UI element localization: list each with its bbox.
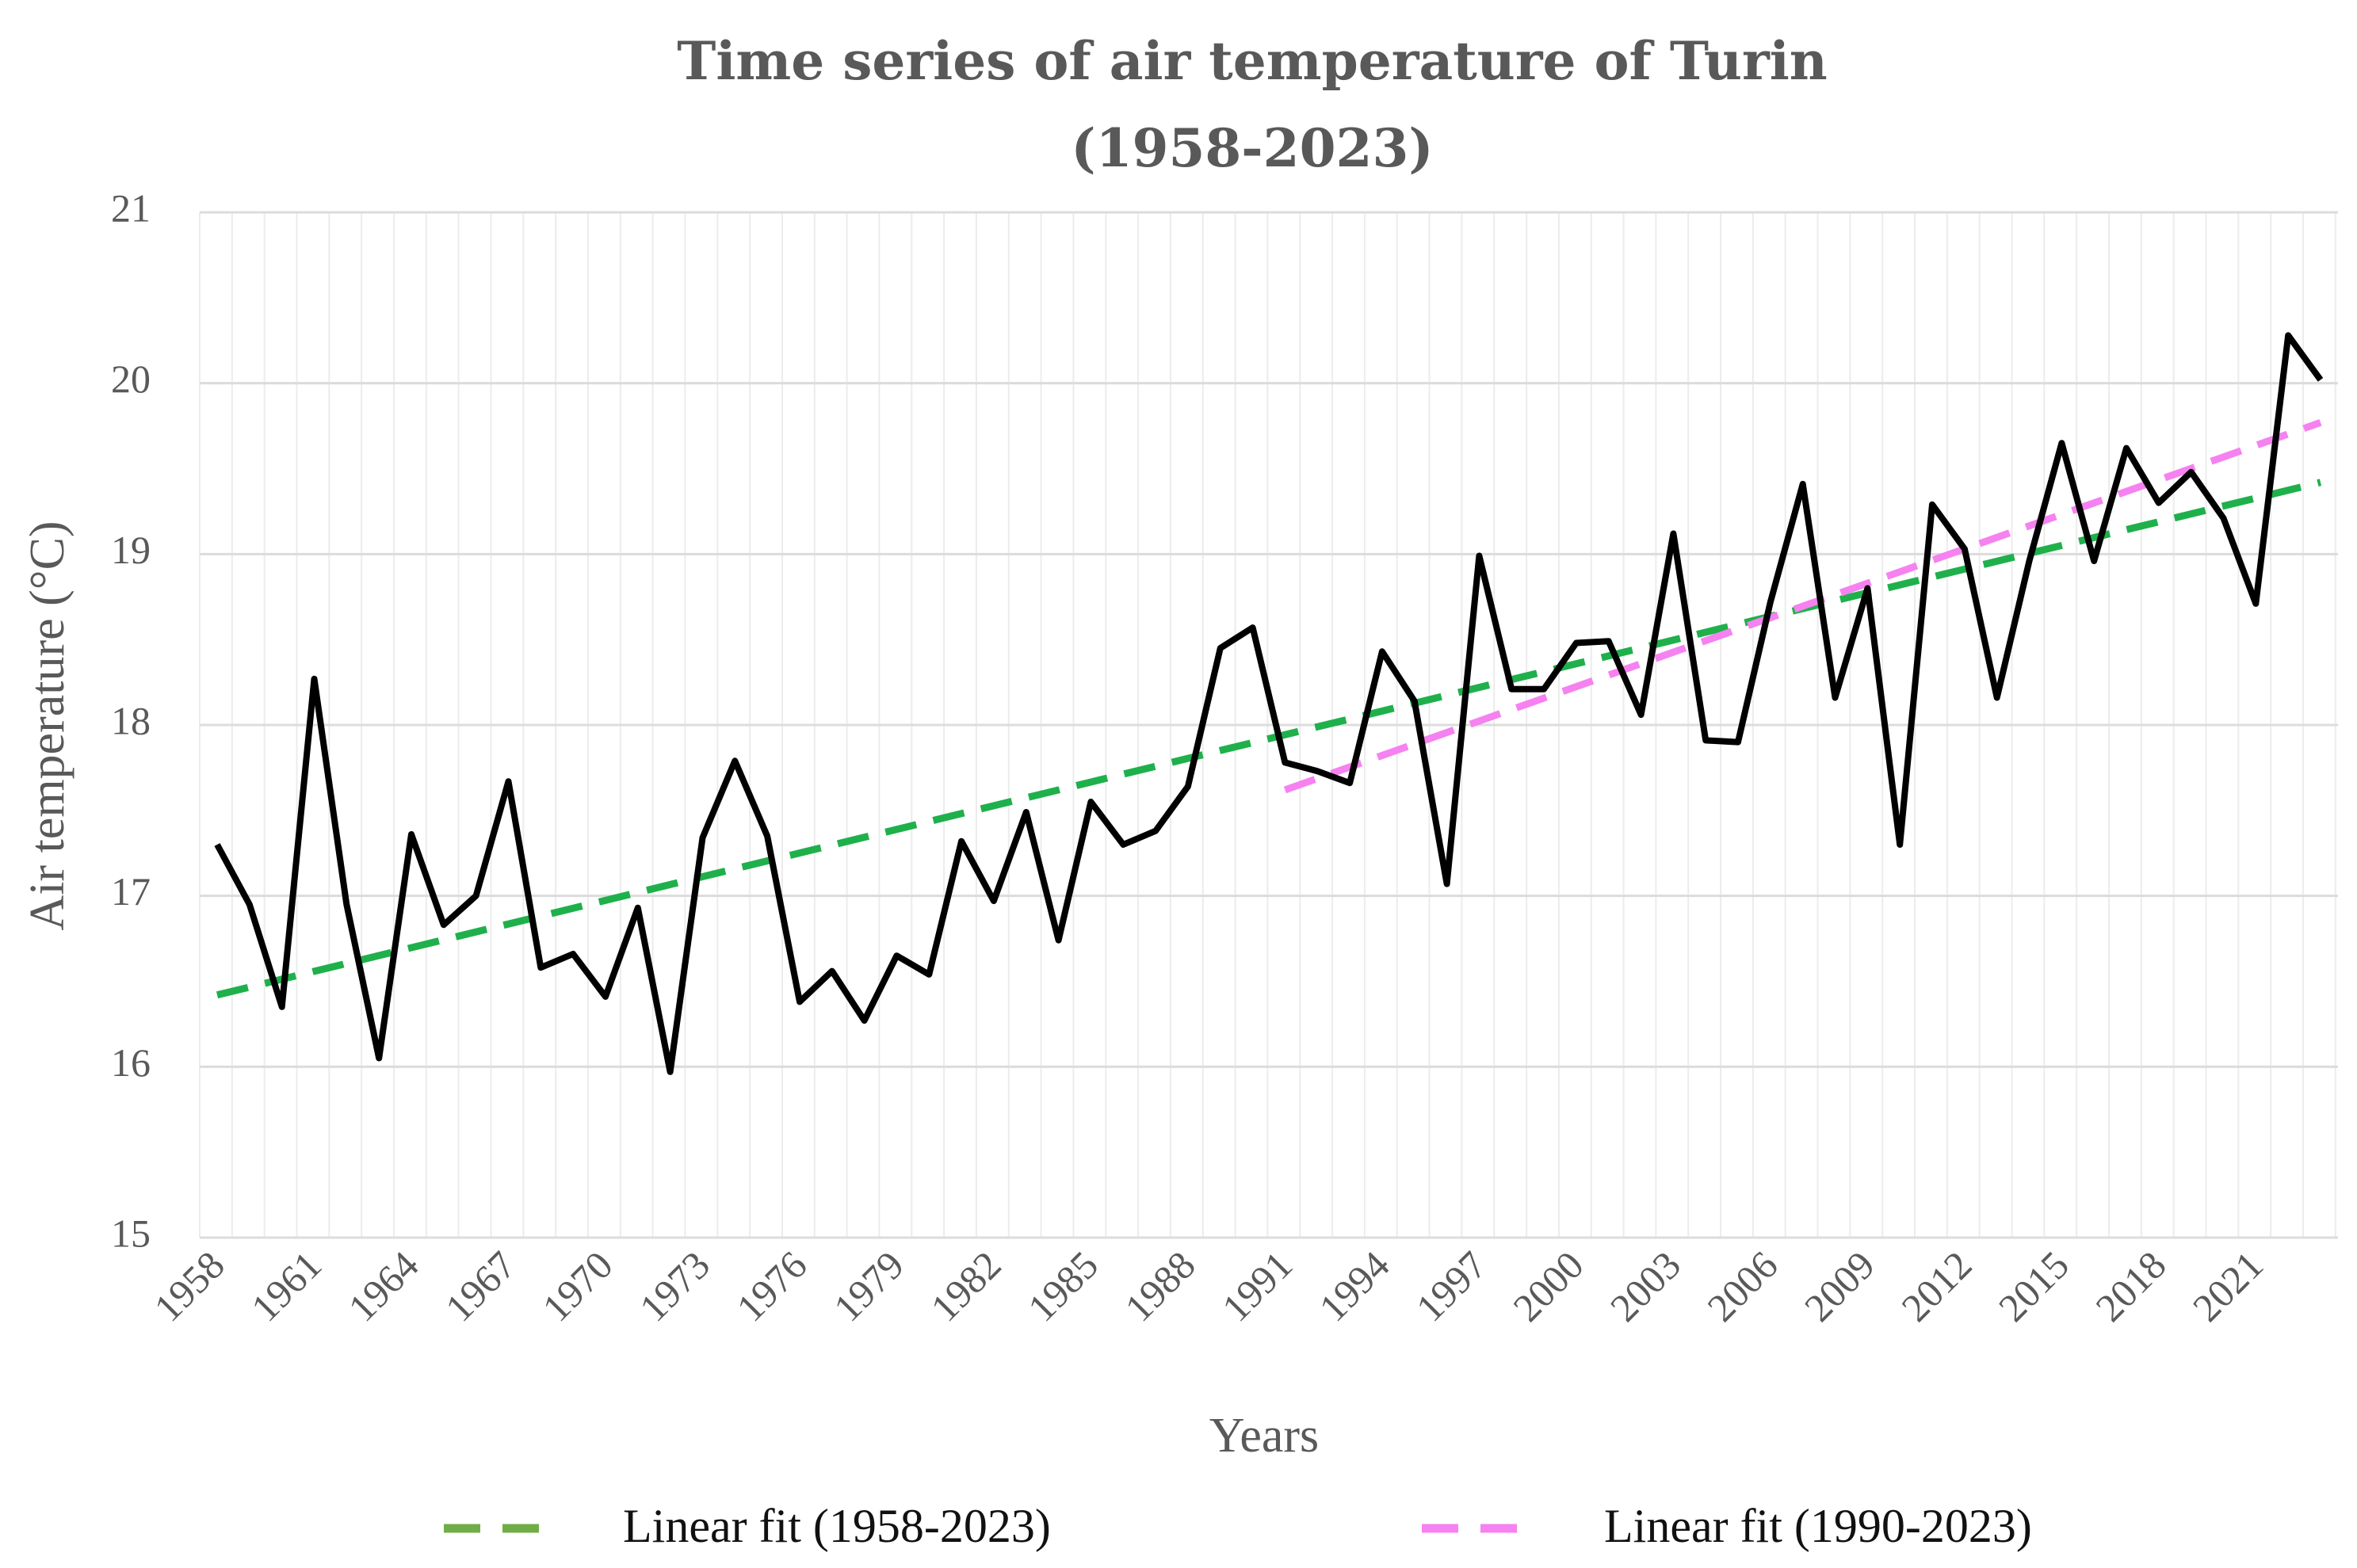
x-tick-label: 2018 bbox=[2087, 1242, 2174, 1330]
x-tick-label: 2012 bbox=[1893, 1242, 1980, 1330]
y-tick-label: 20 bbox=[111, 357, 151, 401]
legend-label-linear-fit-1958-2023: Linear fit (1958-2023) bbox=[623, 1500, 1051, 1552]
chart-title: Time series of air temperature of Turin bbox=[677, 30, 1828, 92]
x-tick-label: 1985 bbox=[1019, 1242, 1106, 1330]
x-tick-label: 1958 bbox=[145, 1242, 232, 1330]
legend: Linear fit (1958-2023) Linear fit (1990-… bbox=[444, 1500, 2032, 1552]
x-tick-label: 2006 bbox=[1698, 1242, 1786, 1330]
grid bbox=[199, 211, 2338, 1239]
x-tick-label: 1973 bbox=[631, 1242, 718, 1330]
x-tick-label: 2003 bbox=[1602, 1242, 1689, 1330]
y-tick-label: 17 bbox=[111, 869, 151, 914]
x-tick-label: 1970 bbox=[533, 1242, 621, 1330]
x-tick-label: 1982 bbox=[922, 1242, 1009, 1330]
y-tick-label: 21 bbox=[111, 185, 151, 230]
chart-subtitle: (1958-2023) bbox=[1071, 117, 1433, 179]
x-tick-labels: 1958 1961 1964 1967 1970 1973 1976 1979 1982 1985… bbox=[145, 1242, 2271, 1330]
y-tick-label: 18 bbox=[111, 698, 151, 742]
x-tick-label: 1979 bbox=[825, 1242, 912, 1330]
x-tick-label: 2009 bbox=[1796, 1242, 1883, 1330]
series-line-air-temperature bbox=[214, 332, 2324, 1075]
x-tick-label: 1994 bbox=[1310, 1242, 1397, 1330]
y-tick-label: 19 bbox=[111, 528, 151, 572]
x-tick-label: 1964 bbox=[339, 1242, 426, 1330]
x-tick-label: 2015 bbox=[1990, 1242, 2077, 1330]
x-tick-label: 1961 bbox=[243, 1242, 330, 1330]
series-line-linear-fit-1990-2023 bbox=[1283, 419, 2322, 794]
x-tick-label: 1967 bbox=[437, 1242, 524, 1330]
y-axis-label: Air temperature (°C) bbox=[21, 521, 74, 930]
x-tick-label: 2021 bbox=[2184, 1242, 2271, 1330]
x-axis-label: Years bbox=[1209, 1409, 1319, 1463]
x-tick-label: 1991 bbox=[1213, 1242, 1301, 1330]
x-tick-label: 2000 bbox=[1504, 1242, 1591, 1330]
series-lines bbox=[214, 332, 2324, 1075]
y-tick-label: 16 bbox=[111, 1040, 151, 1085]
y-tick-label: 15 bbox=[111, 1211, 151, 1255]
x-tick-label: 1997 bbox=[1408, 1242, 1495, 1330]
legend-label-linear-fit-1990-2023: Linear fit (1990-2023) bbox=[1604, 1500, 2032, 1552]
y-tick-labels: 15 16 17 18 19 20 21 bbox=[111, 185, 151, 1255]
x-tick-label: 1976 bbox=[728, 1242, 815, 1330]
x-tick-label: 1988 bbox=[1116, 1242, 1203, 1330]
series-line-linear-fit-1958-2023 bbox=[216, 479, 2322, 999]
